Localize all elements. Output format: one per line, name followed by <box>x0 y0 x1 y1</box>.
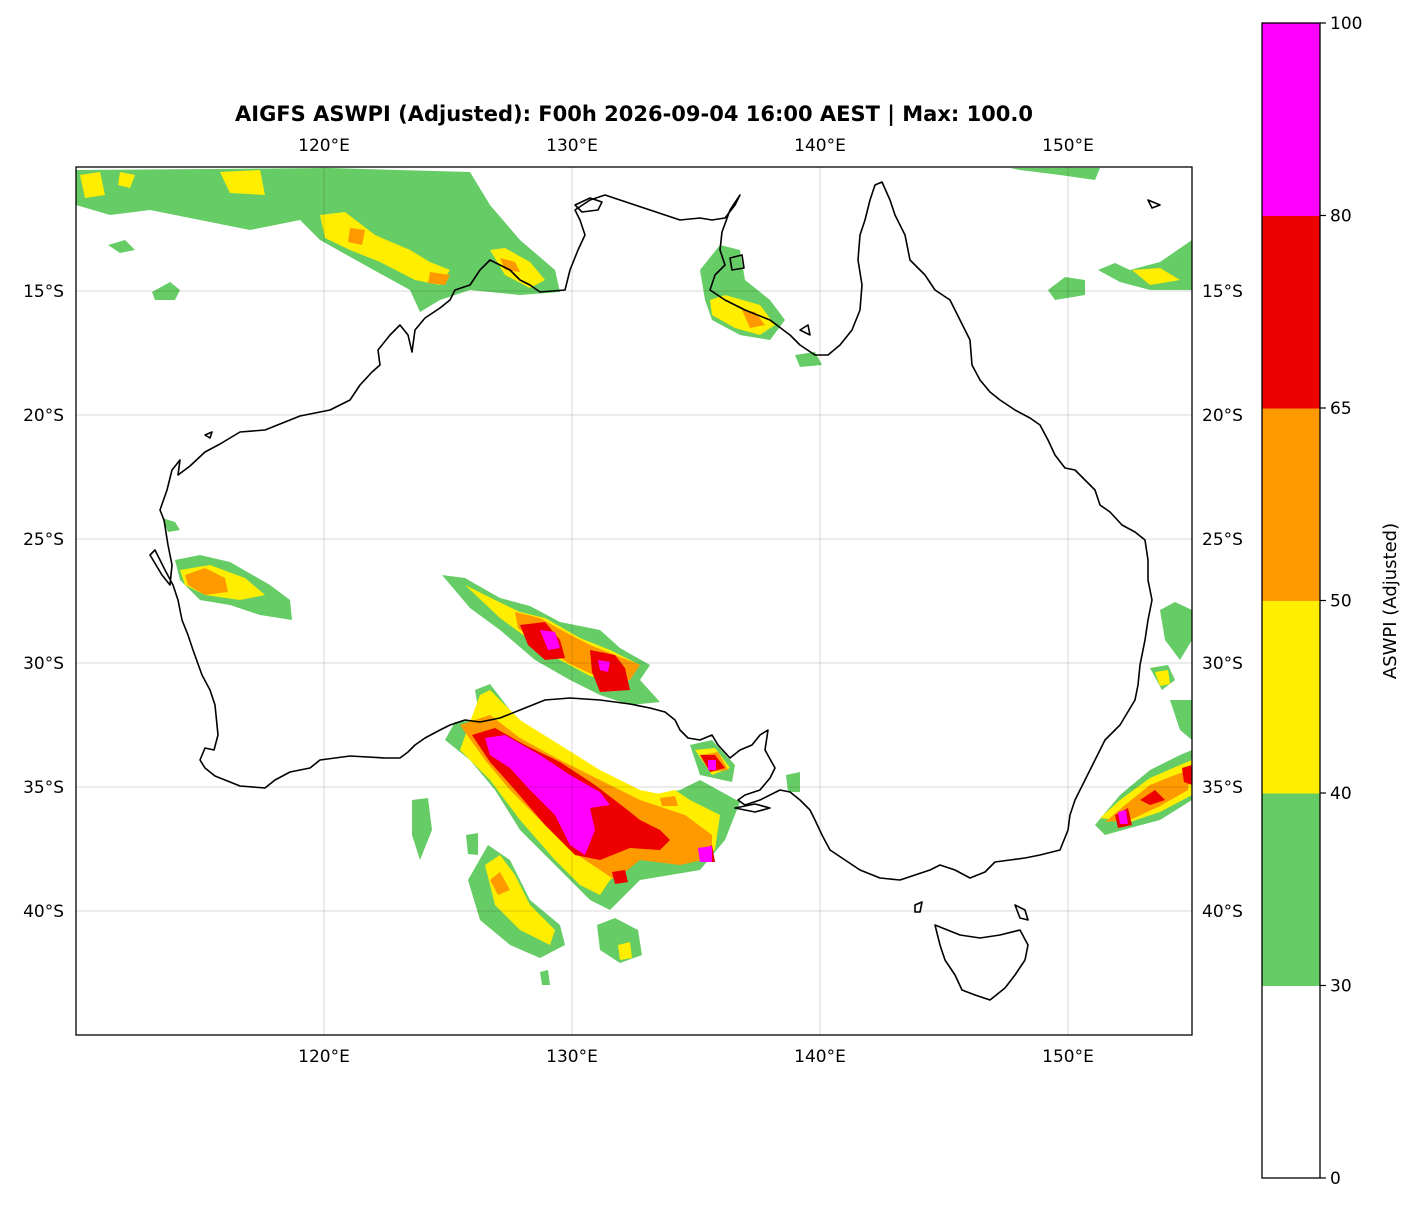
colorbar-label: ASWPI (Adjusted) <box>1380 523 1401 679</box>
colorbar: 0 30 40 50 65 80 100 <box>1261 14 1362 1189</box>
lon-tick-label: 120°E <box>298 136 350 156</box>
field-east-coast3 <box>1170 700 1192 740</box>
lon-tick-label: 130°E <box>546 1047 598 1067</box>
lat-tick-label: 15°S <box>23 282 64 302</box>
australia-coastline <box>149 181 1153 881</box>
colorbar-segment <box>1262 600 1320 794</box>
tasmania-coastline <box>934 924 1029 1001</box>
lon-tick-label: 140°E <box>794 136 846 156</box>
lat-labels-right: 15°S 20°S 25°S 30°S 35°S 40°S <box>1202 282 1243 922</box>
lat-tick-label: 20°S <box>23 406 64 426</box>
field-adelaide <box>786 772 800 792</box>
colorbar-tick-label: 100 <box>1330 14 1362 34</box>
field-bight-south <box>466 833 478 855</box>
lat-tick-label: 40°S <box>23 902 64 922</box>
colorbar-tick-label: 30 <box>1330 977 1352 997</box>
lon-tick-label: 150°E <box>1042 136 1094 156</box>
lon-labels-top: 120°E 130°E 140°E 150°E <box>298 136 1094 156</box>
field-nw-patch <box>108 240 135 253</box>
field-south3 <box>540 970 550 985</box>
gridlines <box>76 167 1192 1035</box>
coastline <box>149 181 1161 1001</box>
field-bight-west <box>412 798 432 860</box>
colorbar-segment <box>1262 985 1320 1179</box>
island-w <box>204 431 213 439</box>
lat-tick-label: 35°S <box>1202 778 1243 798</box>
colorbar-tick-label: 40 <box>1330 784 1352 804</box>
lat-tick-label: 25°S <box>1202 530 1243 550</box>
lat-tick-label: 30°S <box>1202 654 1243 674</box>
lon-tick-label: 150°E <box>1042 1047 1094 1067</box>
lat-tick-label: 40°S <box>1202 902 1243 922</box>
colorbar-tick-label: 65 <box>1330 399 1352 419</box>
colorbar-segment <box>1262 215 1320 409</box>
map-area <box>76 167 1192 1035</box>
lon-labels-bottom: 120°E 130°E 140°E 150°E <box>298 1047 1094 1067</box>
lat-tick-label: 30°S <box>23 654 64 674</box>
island-bass <box>914 901 923 913</box>
field-coral1 <box>1048 277 1085 300</box>
map-title: AIGFS ASWPI (Adjusted): F00h 2026-09-04 … <box>235 102 1033 126</box>
island-flinders <box>1014 904 1029 921</box>
lon-tick-label: 140°E <box>794 1047 846 1067</box>
colorbar-segment <box>1262 23 1320 216</box>
colorbar-tick-label: 80 <box>1330 207 1352 227</box>
groote-island <box>729 254 745 271</box>
island-n1 <box>1147 199 1161 209</box>
colorbar-segment <box>1262 793 1320 986</box>
lat-tick-label: 15°S <box>1202 282 1243 302</box>
lon-tick-label: 120°E <box>298 1047 350 1067</box>
field-wa-west <box>162 518 180 532</box>
kangaroo-island <box>734 803 771 813</box>
lat-tick-label: 35°S <box>23 778 64 798</box>
map-frame <box>75 166 1193 1036</box>
colorbar-tick-label: 50 <box>1330 592 1352 612</box>
island-n2 <box>799 324 811 336</box>
field-east-coast1 <box>1160 602 1192 660</box>
arnhem-island <box>574 197 603 213</box>
lat-tick-label: 20°S <box>1202 406 1243 426</box>
field-nw-patch2 <box>152 282 180 300</box>
lon-tick-label: 130°E <box>546 136 598 156</box>
colorbar-segment <box>1262 408 1320 601</box>
lat-labels-left: 15°S 20°S 25°S 30°S 35°S 40°S <box>23 282 64 922</box>
field-top-east <box>1010 168 1100 180</box>
colorbar-tick-label: 0 <box>1330 1169 1341 1189</box>
lat-tick-label: 25°S <box>23 530 64 550</box>
